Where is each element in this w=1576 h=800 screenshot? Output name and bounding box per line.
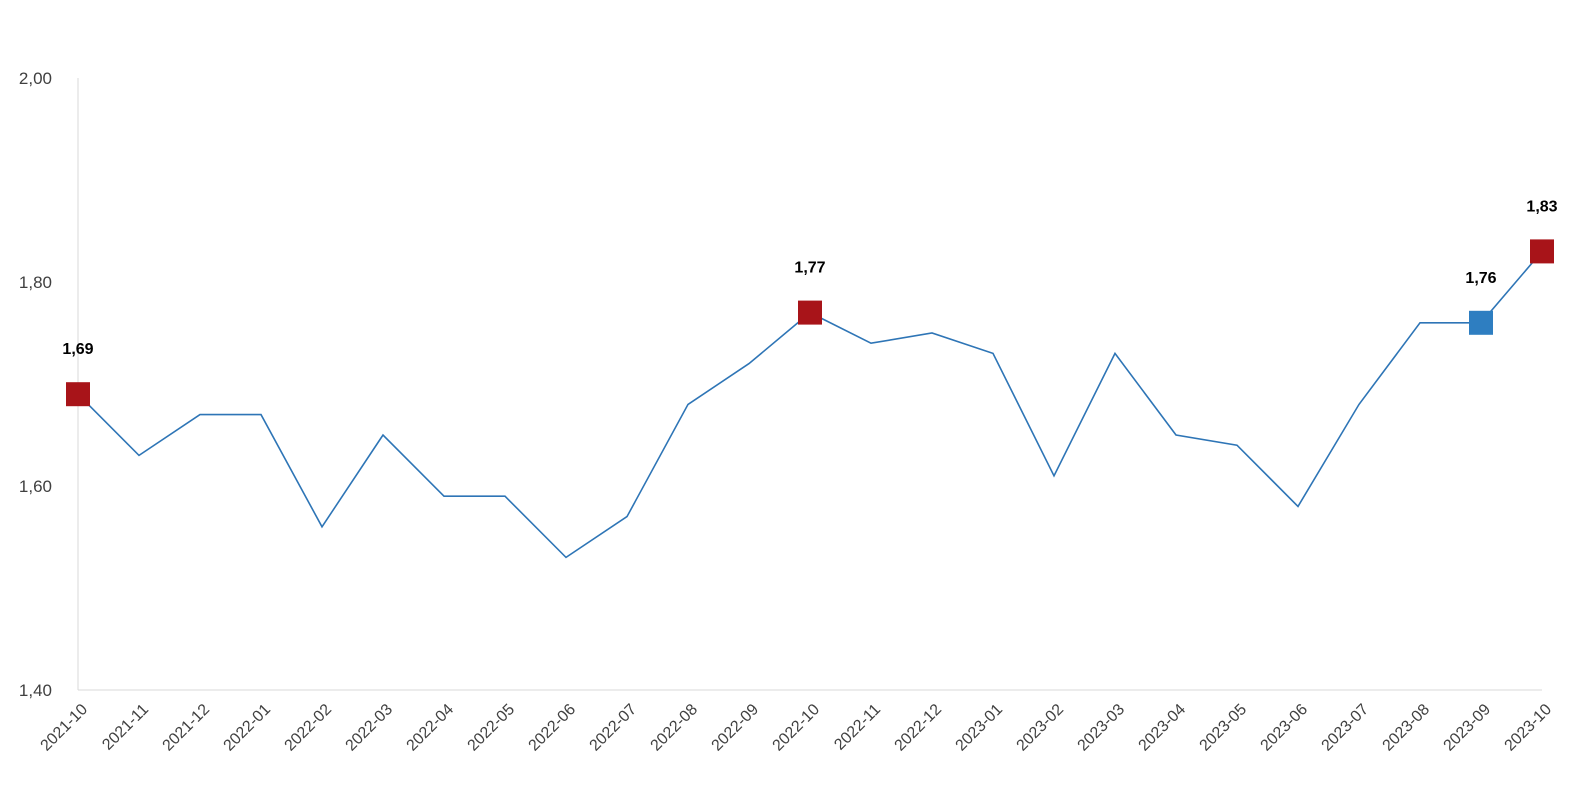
x-tick-label: 2023-07 (1319, 701, 1373, 755)
highlight-marker (1469, 310, 1493, 335)
x-tick-label: 2023-01 (953, 701, 1007, 755)
data-label: 1,76 (1465, 270, 1496, 287)
x-tick-label: 2021-12 (160, 701, 214, 755)
y-tick-label: 1,60 (19, 477, 52, 496)
data-label: 1,83 (1526, 198, 1557, 215)
x-tick-label: 2023-05 (1197, 701, 1251, 755)
data-label: 1,69 (62, 341, 93, 358)
highlight-marker (1530, 239, 1554, 264)
x-tick-label: 2023-04 (1136, 701, 1190, 755)
x-tick-label: 2022-11 (831, 701, 884, 754)
x-tick-label: 2022-06 (526, 701, 580, 755)
x-tick-label: 2022-09 (709, 701, 763, 755)
x-tick-label: 2023-02 (1014, 701, 1068, 755)
x-tick-label: 2023-09 (1441, 701, 1495, 755)
x-tick-label: 2021-11 (99, 701, 152, 754)
x-tick-label: 2022-05 (465, 701, 519, 755)
x-tick-label: 2022-04 (404, 701, 458, 755)
x-tick-label: 2022-12 (892, 701, 946, 755)
x-tick-label: 2022-07 (587, 701, 641, 755)
y-tick-label: 1,80 (19, 273, 52, 292)
x-tick-label: 2022-02 (282, 701, 336, 755)
y-tick-label: 2,00 (19, 69, 52, 88)
x-tick-label: 2022-01 (221, 701, 275, 755)
x-tick-label: 2023-10 (1502, 701, 1556, 755)
highlight-marker (798, 300, 822, 325)
x-tick-label: 2023-03 (1075, 701, 1129, 755)
x-tick-label: 2022-03 (343, 701, 397, 755)
x-tick-label: 2022-08 (648, 701, 702, 755)
x-tick-label: 2023-08 (1380, 701, 1434, 755)
x-tick-label: 2021-10 (38, 701, 92, 755)
x-tick-label: 2023-06 (1258, 701, 1312, 755)
highlight-marker (66, 382, 90, 407)
series-line (77, 250, 1543, 559)
data-label: 1,77 (794, 260, 825, 277)
x-tick-label: 2022-10 (770, 701, 824, 755)
y-tick-label: 1,40 (19, 681, 52, 700)
